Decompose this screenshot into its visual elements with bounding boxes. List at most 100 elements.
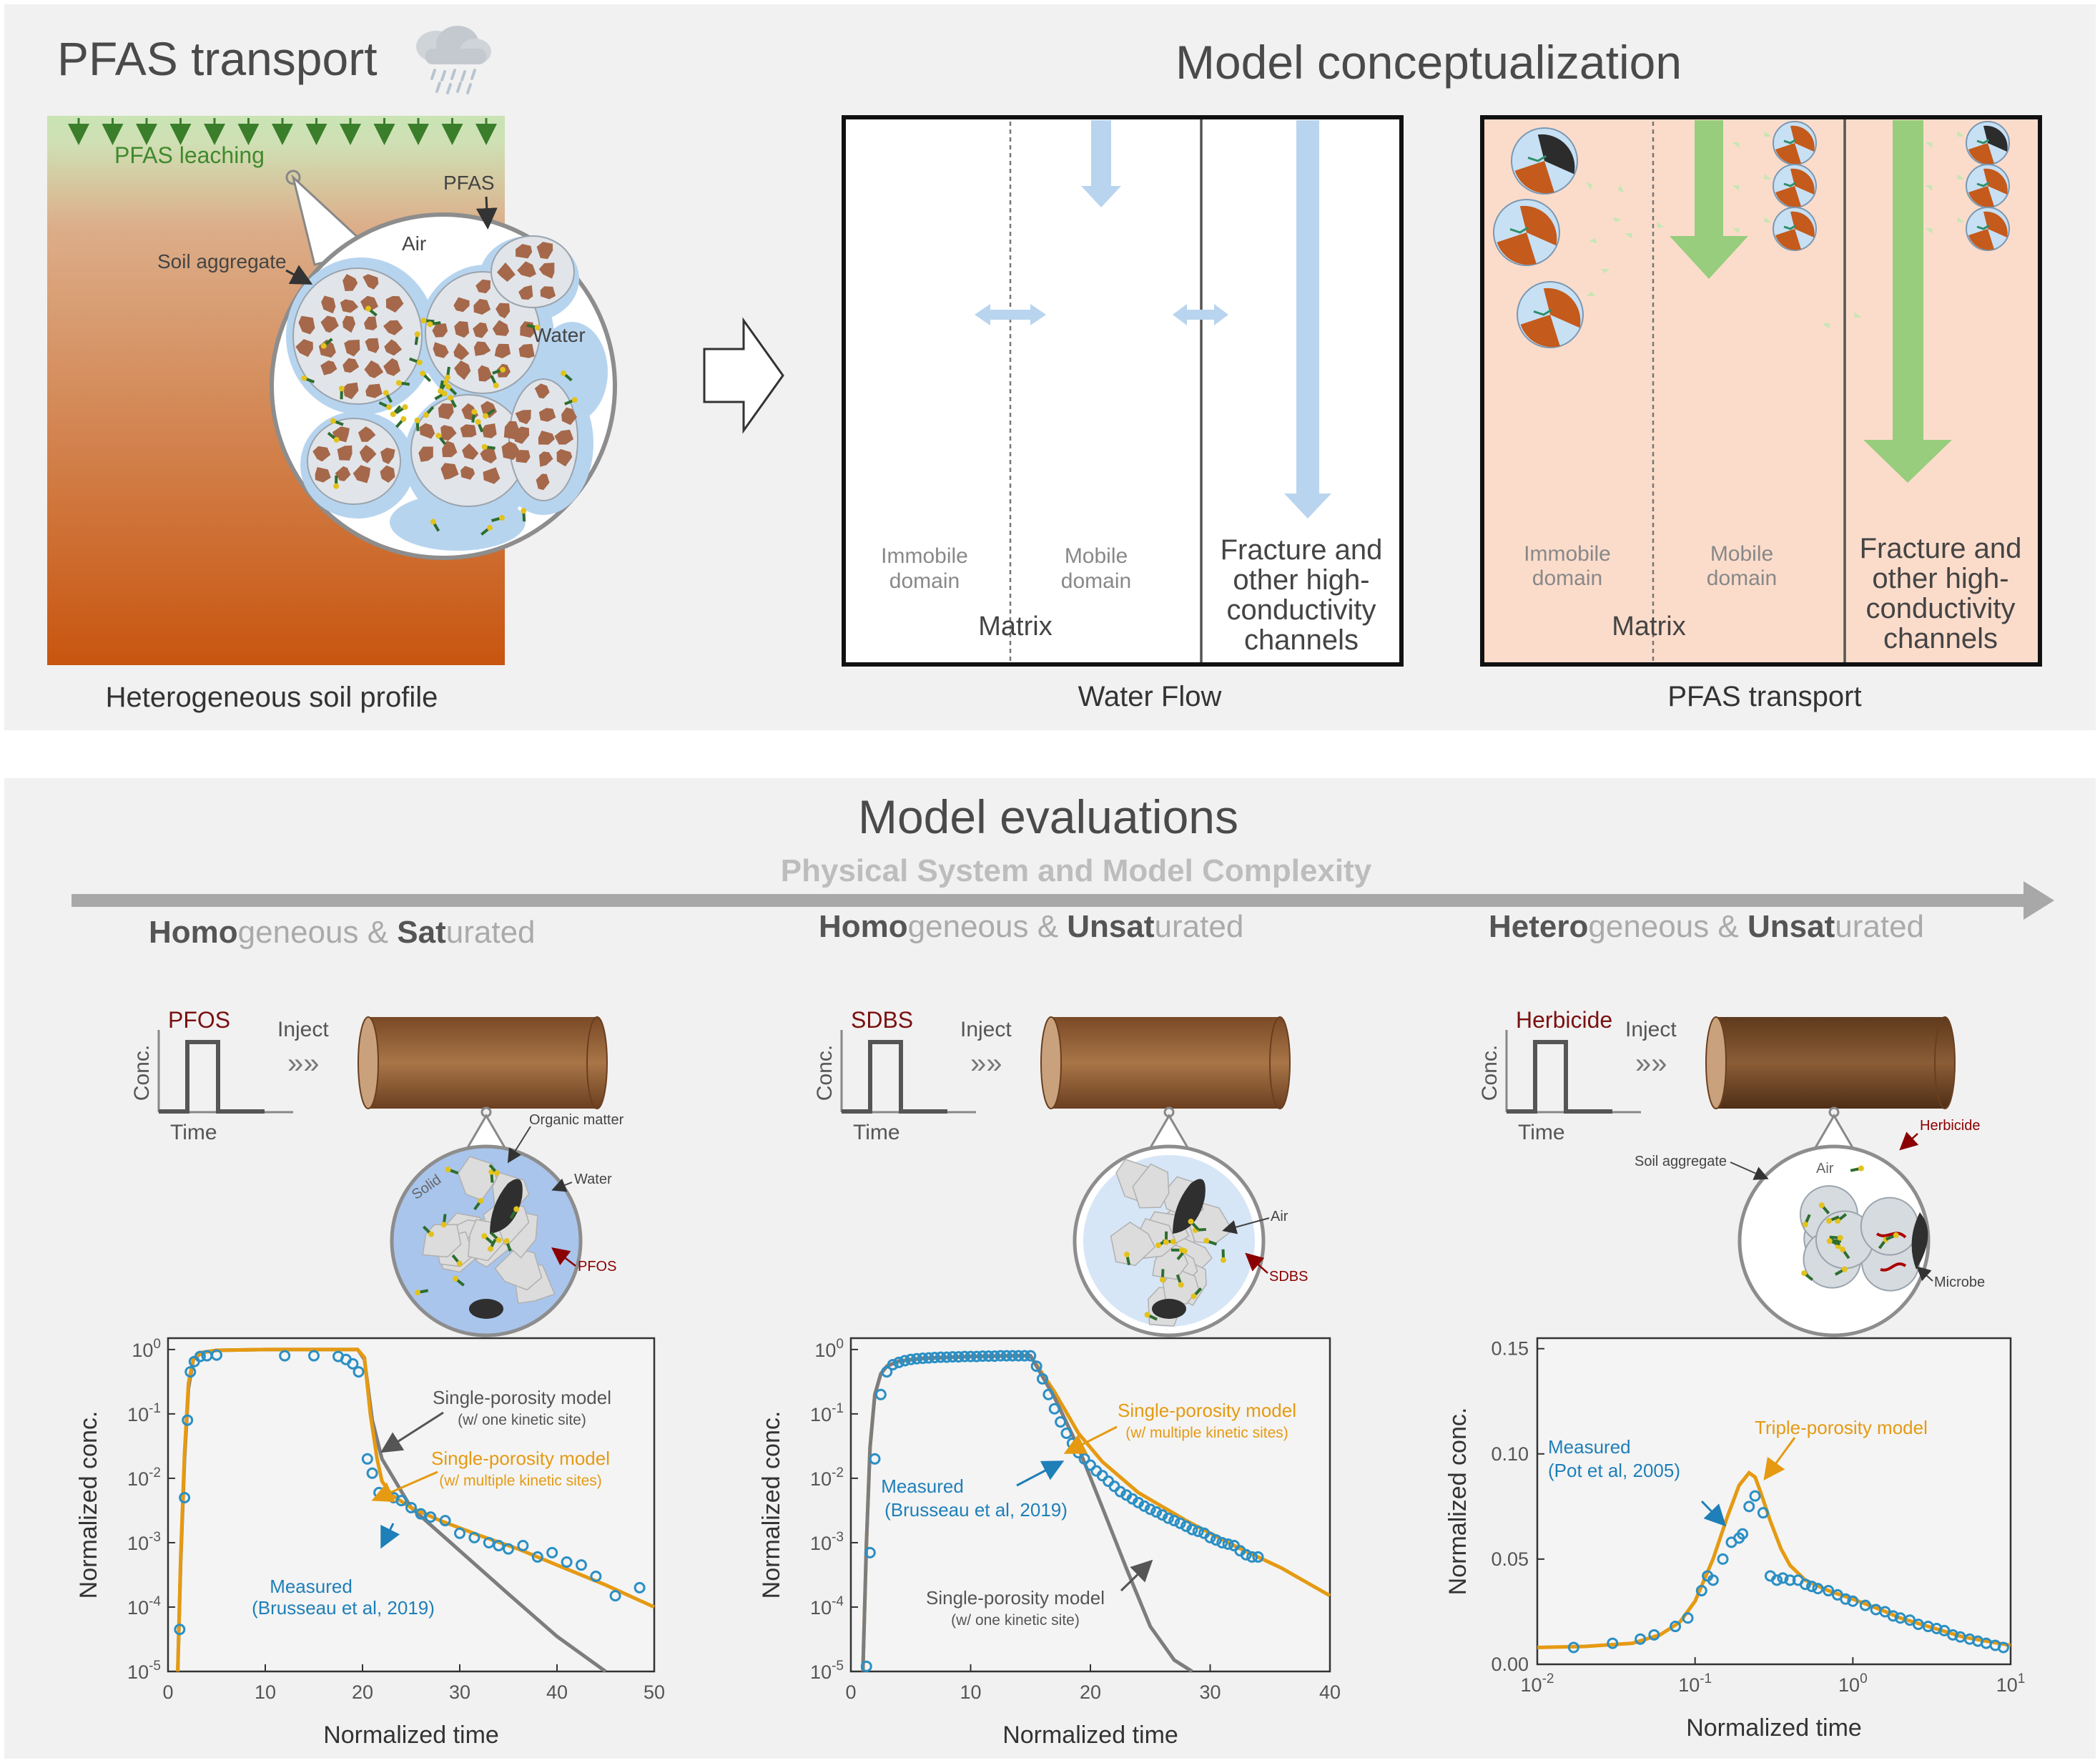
data-point [959, 1350, 971, 1362]
soil-grain [337, 445, 353, 461]
pfas-soil-particle [1773, 164, 1817, 208]
soil-aggregate-label: Soil aggregate [157, 250, 287, 272]
x-tick-label: 0 [162, 1681, 173, 1703]
chart-2: 0 10 20 30 40 100 10-1 10-2 10-3 10-4 10-5 Normaliz… [758, 1337, 1341, 1749]
immobile-label-2: domain [1532, 566, 1602, 590]
data-point [366, 1467, 378, 1479]
pfas-molecule [420, 318, 435, 324]
pfas-molecule [490, 1232, 502, 1243]
soil-grain [342, 382, 359, 400]
data-point [1717, 1553, 1729, 1565]
data-point [1180, 1520, 1192, 1532]
pfas-molecule [481, 1233, 493, 1244]
data-point [1812, 1583, 1824, 1595]
x-tick-label: 10 [960, 1681, 981, 1703]
data-point [941, 1351, 952, 1363]
y-tick-label: 100 [814, 1337, 844, 1361]
pfas-molecule [409, 357, 423, 365]
matrix-label: Matrix [978, 612, 1052, 642]
pfas-molecules-top [301, 305, 578, 536]
pfas-molecule [492, 366, 506, 375]
data-point [1204, 1531, 1216, 1543]
annotation-label: (Brusseau et al, 2019) [884, 1499, 1068, 1521]
soil-grain [482, 423, 497, 438]
y-tick-label: 0.15 [1491, 1338, 1529, 1360]
complexity-arrow [72, 881, 2054, 920]
heading-segment: Homo [819, 909, 908, 944]
pfas-molecule [435, 433, 447, 446]
pfas-transport-caption: PFAS transport [1667, 681, 1861, 712]
annotation-arrow [1016, 1460, 1065, 1487]
rain-cloud-icon [416, 26, 491, 94]
annotation-label: Single-porosity model [433, 1387, 611, 1408]
pfas-molecule [480, 524, 493, 536]
soil-grain [492, 320, 509, 336]
data-point [546, 1546, 558, 1558]
y-tick-label: 10-4 [127, 1594, 161, 1619]
annotation-label: Triple-porosity model [1755, 1417, 1928, 1438]
data-point [887, 1359, 899, 1371]
microbe-icon [1911, 1212, 1928, 1270]
pfas-molecule [561, 370, 573, 382]
pfas-molecule [481, 443, 496, 450]
y-tick-label: 10-2 [127, 1465, 161, 1490]
fracture-label-3: conductivity [1866, 593, 2016, 624]
data-point [970, 1350, 982, 1362]
data-point [1007, 1350, 1019, 1362]
soil-grain [320, 315, 339, 333]
x-tick-label: 40 [1319, 1681, 1341, 1703]
pfas-molecule [1175, 1274, 1184, 1288]
soil-grain [536, 473, 550, 491]
pulse-curve [159, 1040, 265, 1114]
data-point [1222, 1538, 1234, 1550]
heading-segment: Hetero [1489, 909, 1588, 944]
pfas-molecule [471, 408, 478, 423]
pfas-soil-particle [1773, 121, 1817, 165]
data-point [1144, 1503, 1156, 1516]
soil-grain [353, 465, 371, 483]
soil-grain [454, 321, 470, 338]
soil-grain [494, 343, 511, 358]
data-point [1784, 1574, 1796, 1586]
organic-matter-icon [469, 1299, 503, 1319]
data-point [982, 1350, 995, 1362]
data-point [194, 1350, 206, 1362]
soil-grain [365, 383, 383, 398]
inject-label: Inject [1625, 1018, 1677, 1041]
soil-grain [380, 447, 395, 464]
inject-label: Inject [960, 1018, 1012, 1041]
pulse-label: PFOS [168, 1007, 230, 1033]
soil-grain [442, 441, 458, 458]
data-point [989, 1350, 1000, 1362]
data-point [911, 1352, 923, 1365]
fracture-pfas-arrow [1863, 120, 1952, 483]
soil-grain [453, 297, 470, 313]
data-point [922, 1352, 935, 1364]
data-point [1078, 1453, 1090, 1465]
soil-grain [515, 410, 531, 425]
annotation-label: Single-porosity model [926, 1587, 1105, 1609]
pfas-soil-particle [1773, 207, 1817, 251]
pfas-molecule [1834, 1266, 1848, 1276]
data-point [947, 1351, 959, 1363]
herbicide-label: Herbicide [1920, 1118, 1980, 1134]
data-point [1025, 1350, 1037, 1362]
data-point [1670, 1621, 1682, 1633]
soil-grain [365, 338, 380, 353]
conc-label: Conc. [130, 1045, 154, 1101]
model-evaluations-title: Model evaluations [858, 790, 1238, 843]
annotation-arrow [1120, 1559, 1153, 1592]
soil-grain [554, 429, 574, 445]
microbe-label: Microbe [1934, 1275, 1985, 1290]
data-point [881, 1366, 893, 1378]
data-point [179, 1492, 191, 1504]
data-point [874, 1388, 887, 1400]
soil-grain [440, 463, 459, 480]
organic-matter-icon [1152, 1299, 1186, 1319]
column-heading-1: Homogeneous & Saturated [149, 915, 536, 950]
data-point [1840, 1593, 1852, 1605]
soil-column [1051, 1017, 1280, 1109]
x-tick-label: 30 [449, 1681, 470, 1703]
pfas-molecule [1188, 1218, 1200, 1231]
fracture-flow-arrow [1284, 120, 1331, 519]
